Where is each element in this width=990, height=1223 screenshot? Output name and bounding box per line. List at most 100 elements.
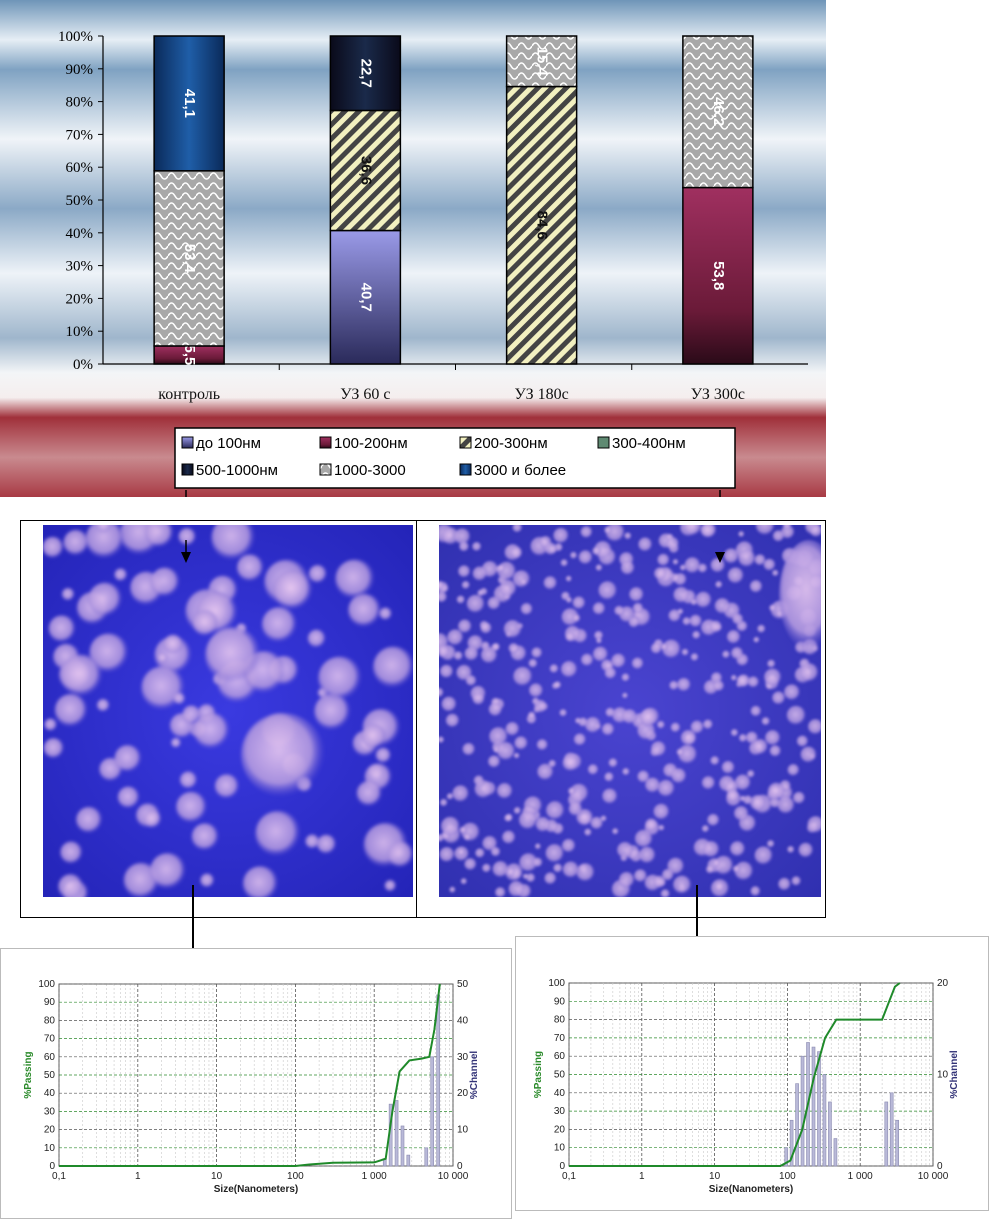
droplet — [754, 846, 774, 866]
legend-label: 3000 и более — [474, 462, 566, 479]
droplet — [316, 834, 337, 855]
droplet — [488, 702, 503, 717]
droplet — [777, 796, 796, 815]
droplet — [634, 829, 654, 849]
droplet — [734, 774, 752, 791]
droplet — [452, 785, 470, 803]
droplet — [670, 722, 681, 733]
droplet — [722, 650, 731, 659]
droplet — [602, 788, 618, 805]
droplet — [710, 557, 726, 574]
passing-curve — [569, 982, 901, 1167]
droplet — [749, 579, 763, 594]
droplet — [631, 657, 644, 670]
y-right-tick-label: 30 — [457, 1052, 469, 1063]
micrograph-sonicated — [439, 525, 821, 897]
channel-bar — [436, 994, 440, 1167]
droplet — [787, 845, 795, 854]
y-tick-label: 100% — [58, 29, 93, 45]
y-tick-label: 40 — [44, 1088, 56, 1099]
droplet — [738, 531, 745, 538]
x-axis-label: Size(Nanometers) — [214, 1184, 298, 1195]
droplet — [690, 720, 705, 735]
droplet — [734, 861, 754, 881]
droplet — [653, 875, 667, 889]
x-tick-label: 0,1 — [562, 1171, 576, 1182]
x-tick-label: УЗ 300с — [691, 386, 745, 403]
y-right-tick-label: 20 — [457, 1088, 469, 1099]
droplet — [733, 805, 750, 822]
droplet — [584, 716, 602, 734]
droplet — [604, 526, 612, 534]
y-right-tick-label: 10 — [457, 1125, 469, 1136]
droplet — [375, 747, 392, 764]
droplet — [657, 779, 676, 798]
data-label: 36,6 — [357, 156, 374, 185]
droplet — [518, 810, 538, 830]
droplet — [446, 793, 454, 800]
droplet — [710, 756, 720, 766]
legend-label: 300-400нм — [612, 435, 686, 452]
bar-segment — [153, 35, 225, 172]
droplet — [683, 525, 703, 536]
legend-label: 1000-3000 — [334, 462, 406, 479]
droplet — [57, 873, 84, 897]
droplet — [562, 861, 580, 879]
droplet — [439, 798, 448, 807]
bar-segment — [505, 35, 578, 88]
droplet — [514, 736, 529, 751]
droplet — [598, 580, 618, 601]
y-tick-label: 10 — [554, 1143, 566, 1154]
droplet — [628, 616, 640, 628]
droplet — [605, 707, 616, 718]
y-right-tick-label: 50 — [457, 979, 469, 990]
droplet — [800, 746, 818, 764]
droplet — [573, 733, 587, 746]
droplet — [661, 639, 682, 659]
y-tick-label: 50 — [554, 1070, 566, 1081]
psd-chart-control-svg: 0 10 20 30 40 50 60 70 80 90 100 0 10 20 30 40 50 0,1 1 10 1… — [23, 979, 480, 1195]
droplet — [800, 662, 820, 683]
droplet — [502, 830, 516, 845]
x-tick-label: 10 — [709, 1171, 721, 1182]
droplet — [767, 782, 786, 801]
droplet — [578, 550, 594, 565]
droplet — [510, 546, 523, 560]
droplet — [492, 860, 510, 878]
droplet — [772, 569, 779, 577]
droplet — [361, 723, 387, 749]
psd-chart-control: 0 10 20 30 40 50 60 70 80 90 100 0 10 20 30 40 50 0,1 1 10 1… — [0, 948, 512, 1219]
droplet — [723, 548, 740, 565]
y-tick-label: 50 — [44, 1070, 56, 1081]
droplet — [464, 857, 477, 871]
droplet — [335, 559, 375, 600]
droplet — [488, 726, 509, 747]
y-tick-label: 60 — [554, 1051, 566, 1062]
droplet — [764, 729, 781, 746]
legend-label: 500-1000нм — [196, 462, 278, 479]
droplet — [622, 709, 638, 725]
droplet — [466, 594, 486, 614]
droplet — [769, 604, 777, 612]
droplet — [513, 806, 522, 815]
droplet — [660, 889, 671, 897]
droplet — [505, 813, 514, 822]
data-label: 5,5 — [181, 345, 198, 366]
droplet — [661, 868, 675, 882]
droplet — [43, 737, 65, 759]
droplet — [736, 674, 750, 688]
droplet — [714, 881, 726, 893]
droplet — [356, 780, 383, 807]
droplet — [143, 809, 162, 829]
y-tick-label: 100 — [38, 979, 55, 990]
droplet — [763, 558, 776, 572]
y-right-tick-label: 10 — [937, 1070, 949, 1081]
droplet — [570, 551, 578, 560]
droplet — [520, 578, 528, 586]
droplet — [653, 803, 670, 821]
y-tick-label: 70 — [44, 1034, 56, 1045]
droplet — [755, 525, 776, 536]
micrograph-frame — [20, 520, 826, 918]
droplet — [732, 865, 741, 873]
x-tick-label: УЗ 180с — [515, 386, 569, 403]
